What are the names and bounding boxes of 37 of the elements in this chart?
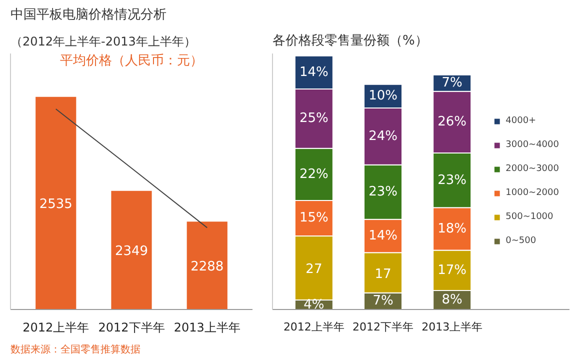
data-label: 23%: [438, 172, 467, 188]
x-tick-label: 2013上半年: [174, 320, 240, 334]
data-label: 10%: [368, 88, 398, 104]
x-tick-label: 2012上半年: [283, 320, 344, 334]
data-label: 2535: [39, 196, 72, 212]
chart-subtitle: （2012年上半年-2013年上半年）: [10, 34, 196, 48]
x-tick-label: 2013上半年: [422, 320, 483, 334]
annotation: 平均价格（人民币：元）: [60, 54, 203, 68]
data-label: 2288: [190, 259, 224, 274]
data-label: 26%: [438, 114, 467, 130]
data-label: 7%: [372, 294, 394, 309]
source-note: 数据来源：全国零售推算数据: [10, 344, 140, 356]
legend-label: 0~500: [506, 236, 536, 246]
data-label: 18%: [438, 221, 467, 236]
legend-label: 2000~3000: [506, 164, 559, 174]
data-label: 23%: [368, 184, 398, 200]
x-tick-label: 2012下半年: [352, 320, 414, 334]
x-tick-label: 2012上半年: [22, 320, 90, 334]
data-label: 17%: [438, 262, 467, 278]
data-label: 25%: [299, 111, 328, 126]
data-label: 8%: [442, 292, 462, 308]
data-label: 24%: [368, 128, 398, 144]
data-label: 15%: [299, 210, 328, 226]
legend-label: 500~1000: [506, 212, 554, 222]
data-label: 14%: [299, 64, 328, 80]
data-label: 14%: [368, 228, 398, 244]
data-label: 22%: [299, 166, 328, 182]
chart-title: 中国平板电脑价格情况分析: [10, 8, 166, 22]
legend-label: 1000~2000: [506, 188, 559, 198]
data-label: 7%: [442, 76, 462, 91]
legend-label: 4000+: [506, 116, 536, 126]
legend-label: 3000~4000: [506, 140, 559, 150]
x-tick-label: 2012下半年: [98, 320, 165, 334]
data-label: 27: [306, 262, 322, 278]
data-label: 17: [374, 266, 392, 282]
chart-title: 各价格段零售量份额（%）: [272, 34, 428, 48]
data-label: 2349: [114, 244, 148, 259]
